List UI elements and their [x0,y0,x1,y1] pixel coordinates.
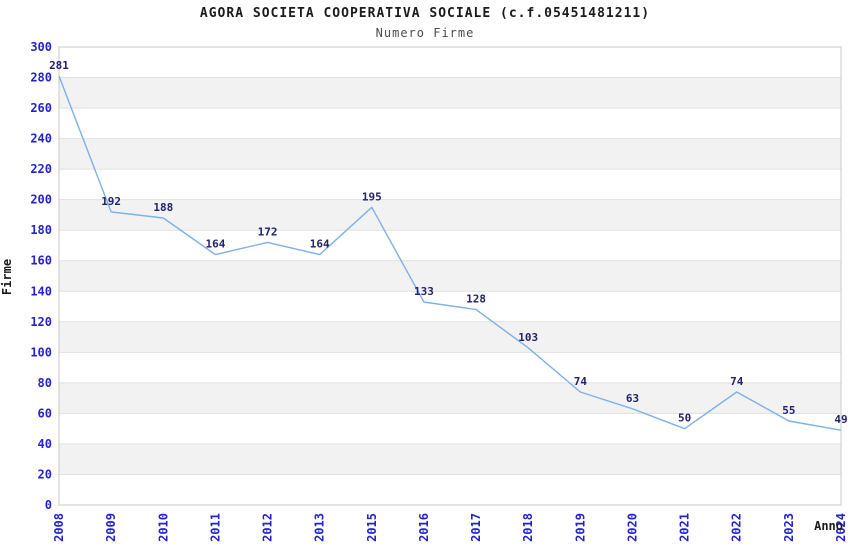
y-tick-label: 100 [30,345,52,359]
y-tick-label: 160 [30,254,52,268]
plot-band [59,77,841,109]
x-tick-label: 2016 [417,513,431,542]
plot-band [59,413,841,444]
data-line [58,75,842,431]
plot-band [59,474,841,505]
chart-subtitle: Numero Firme [375,26,475,40]
plot-border [58,46,842,506]
plot-band [59,230,841,261]
x-axis-title: Anno [814,519,843,533]
y-tick-label: 180 [30,223,52,237]
plot-band [59,47,841,78]
plot-band [59,352,841,383]
plot-band [59,321,841,353]
y-tick-label: 300 [30,40,52,54]
point-label: 50 [678,412,691,425]
y-tick-label: 140 [30,284,52,298]
y-tick-label: 120 [30,315,52,329]
x-tick-label: 2009 [104,513,118,542]
y-tick-label: 220 [30,162,52,176]
y-tick-label: 0 [45,498,52,512]
point-label: 133 [414,285,434,298]
x-tick-label: 2023 [782,513,796,542]
plot-band [59,199,841,231]
point-label: 74 [574,375,588,388]
y-tick-label: 40 [38,437,52,451]
x-tick-label: 2013 [313,513,327,542]
point-label: 172 [258,225,278,238]
point-label: 164 [205,238,225,251]
x-tick-label: 2010 [156,513,170,542]
point-label: 128 [466,293,486,306]
plot-band [59,169,841,200]
point-label: 164 [310,238,330,251]
y-tick-label: 80 [38,376,52,390]
x-tick-label: 2018 [521,513,535,542]
y-tick-label: 60 [38,406,52,420]
x-tick-label: 2024 [834,513,848,542]
y-tick-label: 280 [30,71,52,85]
plot-band [59,382,841,414]
point-label: 281 [49,59,69,72]
x-tick-label: 2015 [365,513,379,542]
plot-band [59,108,841,139]
point-label: 63 [626,392,639,405]
x-tick-label: 2012 [261,513,275,542]
x-tick-label: 2019 [573,513,587,542]
x-tick-label: 2022 [730,513,744,542]
point-label: 49 [834,413,847,426]
plot-band [59,138,841,170]
chart-title: AGORA SOCIETA COOPERATIVA SOCIALE (c.f.0… [199,6,651,21]
point-label: 103 [518,331,538,344]
y-tick-label: 240 [30,132,52,146]
x-tick-label: 2021 [678,513,692,542]
y-tick-label: 260 [30,101,52,115]
x-tick-label: 2020 [625,513,639,542]
plot-band [59,443,841,475]
y-tick-label: 200 [30,193,52,207]
x-tick-label: 2017 [469,513,483,542]
x-tick-label: 2011 [208,513,222,542]
point-label: 55 [782,404,795,417]
plot-band [59,260,841,292]
y-tick-label: 20 [38,467,52,481]
plot-band [59,291,841,322]
x-tick-label: 2008 [52,513,66,542]
point-label: 188 [153,201,173,214]
point-label: 195 [362,190,382,203]
point-label: 74 [730,375,744,388]
y-axis-title: Firme [0,258,14,296]
point-label: 192 [101,195,121,208]
